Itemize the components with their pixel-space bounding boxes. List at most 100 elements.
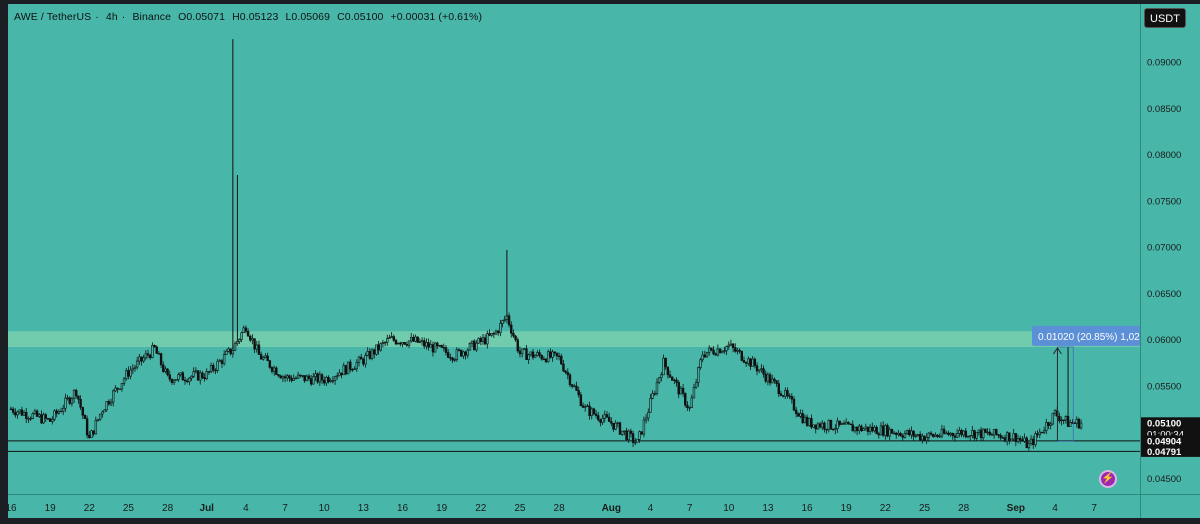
- candle-body: [464, 351, 467, 356]
- time-tick-label: Sep: [1007, 503, 1025, 514]
- candle-body: [373, 349, 376, 355]
- candle-body: [799, 413, 802, 417]
- candle-body: [101, 411, 104, 415]
- candle-body: [442, 347, 446, 349]
- candle-body: [277, 374, 280, 377]
- candle-body: [390, 336, 393, 338]
- candle-body: [747, 358, 750, 364]
- candle-body: [675, 379, 678, 383]
- candle-body: [690, 397, 693, 408]
- candle-body: [803, 416, 807, 424]
- candle-body: [479, 337, 482, 342]
- candle-body: [18, 409, 21, 413]
- lightning-icon[interactable]: ⚡: [1099, 470, 1117, 488]
- candle-body: [918, 434, 922, 441]
- candle-body: [475, 342, 478, 351]
- candle-body: [514, 335, 517, 341]
- time-tick-label: 28: [554, 503, 566, 514]
- candle-body: [618, 422, 622, 435]
- candle-body: [601, 418, 604, 423]
- candle-body: [938, 435, 941, 438]
- candle-body: [433, 342, 437, 353]
- currency-button[interactable]: USDT: [1144, 8, 1186, 28]
- resistance-zone: [8, 331, 1140, 347]
- candle-body: [94, 420, 98, 435]
- price-tick-label: 0.06500: [1147, 289, 1181, 300]
- candle-body: [723, 350, 726, 352]
- candle-body: [927, 432, 931, 438]
- candle-body: [394, 339, 398, 345]
- price-tick-label: 0.05500: [1147, 381, 1181, 392]
- candle-body: [594, 413, 598, 416]
- legend-exchange: Binance: [132, 11, 172, 23]
- candle-body: [412, 337, 415, 342]
- candle-body: [149, 354, 152, 358]
- candle-body: [309, 378, 313, 385]
- candle-body: [129, 369, 132, 377]
- candle-body: [346, 361, 350, 375]
- candle-body: [897, 432, 900, 435]
- price-axis-labels: 0.045000.050000.055000.060000.065000.070…: [1141, 58, 1200, 485]
- price-tick-label: 0.07000: [1147, 243, 1181, 254]
- candle-body: [466, 349, 469, 356]
- candle-body: [275, 367, 278, 375]
- candle-body: [664, 357, 667, 368]
- candle-body: [855, 426, 859, 432]
- candle-body: [414, 336, 417, 342]
- candle-body: [934, 434, 937, 437]
- candle-body: [912, 430, 915, 437]
- candle-body: [116, 387, 119, 390]
- candle-body: [892, 432, 896, 435]
- candle-body: [1008, 432, 1011, 442]
- candle-body: [566, 372, 570, 376]
- candle-body: [1027, 443, 1031, 449]
- candle-body: [270, 367, 274, 372]
- candlestick-chart[interactable]: 0.01020 (20.85%) 1,020: [8, 4, 1146, 494]
- candle-body: [31, 413, 34, 419]
- last-price-tag-countdown: 01:00:34: [1147, 429, 1184, 440]
- candle-body: [623, 430, 626, 432]
- candle-body: [362, 358, 365, 365]
- candle-body: [657, 377, 661, 383]
- candle-body: [455, 349, 459, 360]
- candle-body: [370, 349, 374, 359]
- candle-body: [1005, 432, 1009, 442]
- candle-body: [253, 338, 256, 350]
- candle-body: [1051, 412, 1055, 425]
- candle-body: [142, 357, 145, 362]
- candle-body: [1049, 423, 1052, 426]
- candle-body: [818, 423, 822, 428]
- legend-pair[interactable]: AWE / TetherUS: [14, 11, 92, 23]
- candle-body: [805, 416, 809, 426]
- candle-body: [568, 374, 572, 386]
- price-axis[interactable]: 0.045000.050000.055000.060000.065000.070…: [1140, 4, 1200, 494]
- candle-body: [751, 358, 754, 367]
- candle-body: [122, 378, 126, 384]
- candle-body: [923, 435, 926, 441]
- candle-body: [429, 344, 432, 348]
- candle-body: [564, 370, 567, 373]
- candle-body: [762, 368, 765, 375]
- chart-pane[interactable]: 0.01020 (20.85%) 1,020 AWE / TetherUS · 4…: [8, 4, 1146, 494]
- time-axis[interactable]: 16 19 22 25 28 Jul 4 7 10 13 16 19 22 25 28 Aug 4 7 10 13 16…: [5, 494, 1140, 518]
- candle-body: [27, 418, 30, 420]
- candle-body: [731, 343, 735, 348]
- candle-body: [120, 383, 124, 390]
- candle-body: [85, 418, 89, 436]
- candle-body: [114, 387, 117, 392]
- candle-body: [183, 379, 187, 382]
- candle-body: [344, 365, 348, 375]
- candle-body: [842, 423, 846, 425]
- candle-body: [272, 367, 276, 372]
- candle-body: [771, 378, 774, 384]
- candle-body: [349, 361, 352, 370]
- candle-body: [557, 355, 561, 358]
- candle-body: [503, 319, 506, 321]
- candle-body: [64, 397, 67, 409]
- candle-body: [286, 375, 289, 379]
- time-tick-label: 10: [319, 503, 331, 514]
- candle-body: [225, 350, 228, 355]
- candle-body: [864, 426, 867, 430]
- candle-body: [784, 390, 787, 397]
